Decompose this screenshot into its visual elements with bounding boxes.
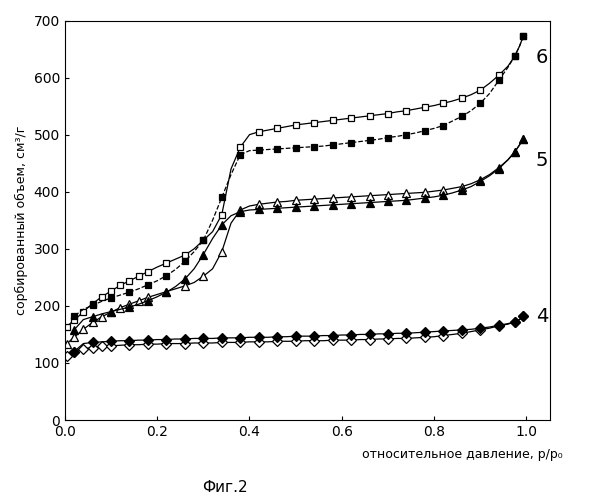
Text: 5: 5	[535, 151, 548, 170]
Text: 6: 6	[535, 48, 548, 67]
Text: Фиг.2: Фиг.2	[202, 480, 248, 495]
Y-axis label: сорбированный объем, см³/г: сорбированный объем, см³/г	[15, 126, 28, 315]
Text: 4: 4	[535, 306, 548, 326]
X-axis label: относительное давление, p/p₀: относительное давление, p/p₀	[362, 448, 563, 461]
